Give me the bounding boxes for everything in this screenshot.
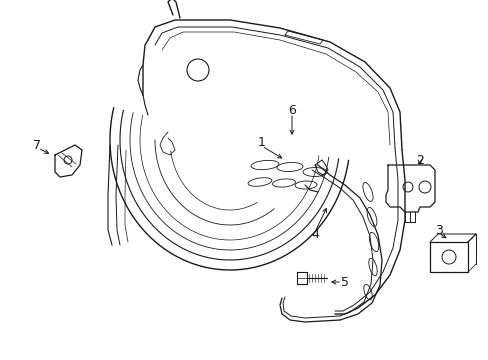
Text: 4: 4 [310, 229, 318, 242]
Text: 1: 1 [258, 135, 265, 149]
Text: 6: 6 [287, 104, 295, 117]
Text: 2: 2 [415, 153, 423, 166]
Text: 3: 3 [434, 224, 442, 237]
Text: 7: 7 [33, 139, 41, 152]
Text: 5: 5 [340, 275, 348, 288]
